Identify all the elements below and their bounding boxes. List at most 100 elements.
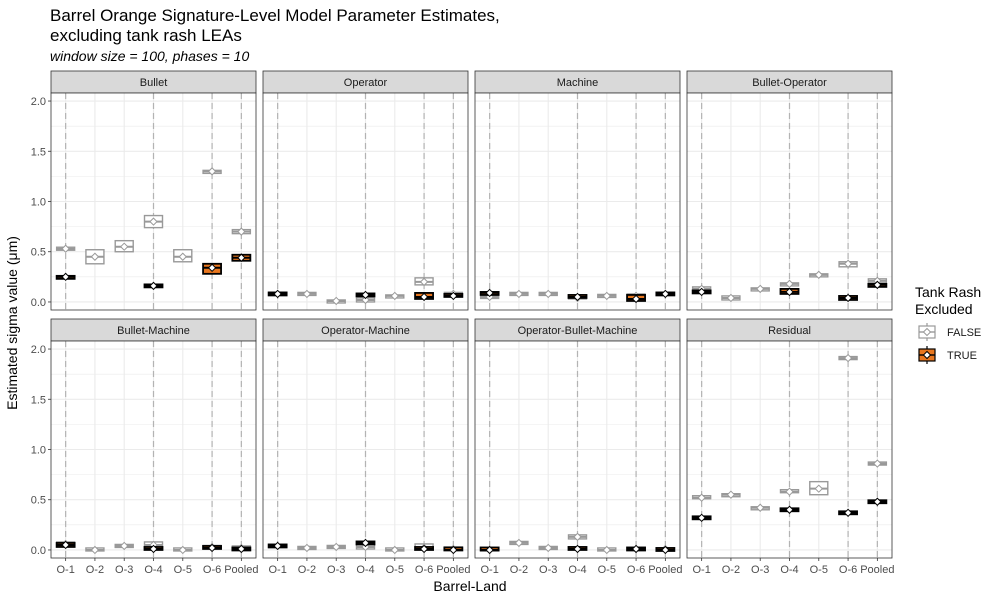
legend: Tank Rash Excluded FALSE TRUE bbox=[915, 284, 981, 364]
legend-title: Tank Rash bbox=[915, 284, 981, 300]
mean-marker-false bbox=[843, 353, 853, 363]
mean-marker-false bbox=[361, 295, 370, 305]
facet-strip-label: Bullet-Machine bbox=[117, 325, 190, 337]
mean-marker-true bbox=[631, 544, 641, 554]
mean-marker-true bbox=[419, 544, 429, 554]
mean-marker-true bbox=[207, 543, 217, 553]
legend-label-false: FALSE bbox=[947, 327, 981, 339]
mean-marker-false bbox=[120, 541, 129, 551]
legend-key-mean-marker bbox=[922, 327, 932, 337]
mean-marker-true bbox=[843, 508, 853, 517]
mean-marker-true bbox=[485, 288, 494, 298]
mean-marker-false bbox=[90, 252, 100, 261]
panel-operator-machine: Operator-Machine O-1 O-2 O-3 O-4 O-5 O-6 Pooled bbox=[262, 318, 470, 576]
facet-strip-label: Residual bbox=[768, 325, 811, 337]
panel-machine: Machine bbox=[474, 70, 681, 311]
mean-marker-false bbox=[697, 493, 706, 502]
facet-strip-label: Bullet-Operator bbox=[752, 77, 827, 89]
mean-marker-true bbox=[573, 544, 582, 554]
mean-marker-false bbox=[237, 227, 246, 236]
mean-marker-false bbox=[726, 293, 736, 303]
mean-marker-true bbox=[149, 281, 158, 291]
legend-key-true bbox=[918, 346, 936, 364]
y-tick-label: 0.5 bbox=[31, 495, 46, 507]
x-tick-label: O-6 bbox=[839, 564, 857, 576]
mean-marker-false bbox=[573, 532, 582, 542]
mean-marker-true bbox=[61, 272, 70, 282]
mean-marker-true bbox=[873, 280, 882, 290]
chart-title-line2: excluding tank rash LEAs bbox=[50, 26, 242, 45]
mean-marker-false bbox=[178, 545, 187, 555]
mean-marker-false bbox=[207, 167, 217, 176]
chart-title: Barrel Orange Signature-Level Model Para… bbox=[50, 6, 500, 25]
mean-marker-false bbox=[756, 503, 765, 512]
x-tick-label: O-2 bbox=[722, 564, 740, 576]
x-tick-label: O-3 bbox=[751, 564, 769, 576]
x-tick-label: Pooled bbox=[224, 564, 258, 576]
mean-marker-true bbox=[573, 292, 582, 302]
x-tick-label: O-5 bbox=[598, 564, 616, 576]
x-tick-label: O-1 bbox=[480, 564, 498, 576]
mean-marker-false bbox=[726, 490, 736, 499]
x-tick-label: O-1 bbox=[268, 564, 286, 576]
x-tick-label: O-5 bbox=[386, 564, 404, 576]
mean-marker-false bbox=[814, 484, 823, 493]
mean-marker-false bbox=[419, 277, 429, 287]
mean-marker-false bbox=[120, 242, 129, 251]
mean-marker-true bbox=[361, 538, 370, 548]
panel-bullet: Bullet 0.0 0.5 1.0 1.5 2.0 bbox=[31, 70, 257, 311]
x-tick-label: O-4 bbox=[780, 564, 798, 576]
mean-marker-false bbox=[814, 270, 823, 280]
mean-marker-true bbox=[697, 287, 706, 297]
mean-marker-true bbox=[449, 291, 458, 301]
y-tick-label: 2.0 bbox=[31, 96, 46, 108]
facet-strip-label: Operator-Bullet-Machine bbox=[518, 325, 638, 337]
legend-title-line2: Excluded bbox=[915, 301, 973, 317]
facet-strip-label: Machine bbox=[557, 77, 599, 89]
panel-operator-bullet-machine: Operator-Bullet-Machine O-1 O-2 O-3 O-4 O-5 O-… bbox=[474, 318, 682, 576]
mean-marker-false bbox=[149, 217, 158, 226]
mean-marker-true bbox=[237, 544, 246, 554]
mean-marker-false bbox=[544, 543, 553, 553]
x-tick-label: O-4 bbox=[356, 564, 374, 576]
mean-marker-false bbox=[332, 296, 341, 306]
x-tick-label: O-6 bbox=[203, 564, 221, 576]
panel-border bbox=[474, 92, 681, 311]
mean-marker-true bbox=[631, 294, 641, 304]
panel-bullet-operator: Bullet-Operator bbox=[686, 70, 893, 311]
y-tick-label: 2.0 bbox=[31, 344, 46, 356]
facet-strip-label: Operator bbox=[344, 77, 388, 89]
x-tick-label: O-3 bbox=[115, 564, 133, 576]
panel-border bbox=[262, 92, 469, 311]
y-tick-label: 1.0 bbox=[31, 445, 46, 457]
y-tick-label: 1.5 bbox=[31, 394, 46, 406]
x-tick-label: O-1 bbox=[692, 564, 710, 576]
mean-marker-false bbox=[514, 289, 524, 299]
x-axis-title: Barrel-Land bbox=[433, 578, 506, 594]
facet-strip-label: Bullet bbox=[140, 77, 168, 89]
mean-marker-true bbox=[237, 253, 246, 262]
mean-marker-true bbox=[661, 289, 670, 299]
mean-marker-true bbox=[273, 289, 282, 299]
legend-key-mean-marker bbox=[922, 350, 932, 360]
x-tick-label: O-3 bbox=[327, 564, 345, 576]
mean-marker-false bbox=[544, 289, 553, 299]
panel-bullet-machine: Bullet-Machine 0.0 0.5 1.0 1.5 2.0 O-1 O-2 O-3 O-… bbox=[31, 318, 258, 576]
mean-marker-false bbox=[178, 252, 187, 261]
mean-marker-false bbox=[90, 545, 100, 555]
y-tick-label: 0.0 bbox=[31, 545, 46, 557]
mean-marker-true bbox=[449, 545, 458, 555]
mean-marker-true bbox=[785, 287, 794, 297]
panel-residual: Residual O-1 O-2 O-3 O-4 O-5 O-6 Pooled bbox=[686, 318, 894, 576]
y-tick-label: 0.5 bbox=[31, 247, 46, 259]
mean-marker-false bbox=[61, 244, 70, 253]
y-tick-label: 1.5 bbox=[31, 146, 46, 158]
x-tick-label: O-3 bbox=[539, 564, 557, 576]
mean-marker-true bbox=[273, 541, 282, 551]
y-axis-title: Estimated sigma value (μm) bbox=[4, 236, 20, 410]
x-tick-label: O-1 bbox=[56, 564, 74, 576]
x-tick-label: O-2 bbox=[86, 564, 104, 576]
panel-border bbox=[686, 92, 893, 311]
legend-key-false bbox=[918, 323, 936, 341]
mean-marker-false bbox=[785, 279, 794, 289]
